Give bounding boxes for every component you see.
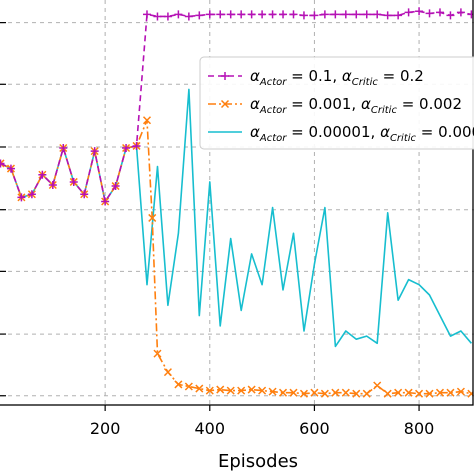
series-1-point-18: [184, 12, 193, 21]
series-2-point-24: [237, 386, 246, 395]
series-1-point-13: [132, 141, 141, 150]
series-2-point-45: [456, 387, 465, 396]
series-2-point-32: [320, 389, 329, 398]
x-tick-label-200: 200: [90, 419, 121, 438]
series-1-point-7: [69, 177, 78, 186]
series-2-point-46: [467, 389, 473, 398]
series-1-point-34: [352, 10, 361, 19]
series-1-point-45: [467, 10, 473, 19]
plot-frame: [0, 0, 474, 406]
series-1-point-40: [415, 7, 424, 16]
x-axis-ticks: 200 400 600 800: [0, 22, 435, 438]
series-1-point-29: [299, 11, 308, 20]
series-1-point-24: [247, 10, 256, 19]
series-1-point-2: [17, 193, 26, 202]
series-2: [0, 116, 473, 398]
x-tick-label-600: 600: [299, 419, 330, 438]
series-1-point-28: [289, 10, 298, 19]
series-2-point-19: [184, 382, 193, 391]
series-1-point-4: [38, 170, 47, 179]
series-1-line: [0, 10, 472, 203]
series-1-point-25: [258, 10, 267, 19]
series-1-point-20: [205, 10, 214, 19]
series-2-point-42: [425, 389, 434, 398]
legend-label-1: αActor = 0.1, αCritic = 0.2: [250, 67, 424, 88]
series-1-point-6: [59, 144, 68, 153]
series-2-point-41: [415, 389, 424, 398]
series-2-point-34: [341, 388, 350, 397]
series-1-point-27: [279, 10, 288, 19]
series-2-point-31: [310, 388, 319, 397]
series-1-point-23: [237, 10, 246, 19]
series-1-point-22: [226, 10, 235, 19]
series-2-point-38: [383, 389, 392, 398]
legend-marker-2: [220, 99, 230, 109]
series-1-point-9: [90, 147, 99, 156]
series-2-point-39: [394, 388, 403, 397]
series-1: [0, 7, 473, 206]
legend-label-2: αActor = 0.001, αCritic = 0.002: [250, 95, 462, 116]
series-1-point-42: [435, 8, 444, 17]
series-2-point-28: [278, 388, 288, 397]
series-2-point-16: [153, 349, 162, 358]
series-2-point-26: [258, 386, 267, 395]
legend-label-3: αActor = 0.00001, αCritic = 0.00001: [250, 123, 474, 144]
plot-area: [0, 7, 473, 398]
series-2-point-21: [205, 386, 214, 395]
series-1-point-31: [320, 10, 329, 19]
series-1-point-43: [446, 11, 455, 20]
series-2-point-20: [195, 384, 204, 393]
series-1-point-26: [268, 10, 277, 19]
series-2-point-37: [373, 381, 382, 390]
series-1-point-21: [216, 10, 225, 19]
series-1-point-14: [142, 10, 151, 19]
series-2-point-25: [247, 385, 256, 394]
series-1-point-10: [101, 197, 110, 206]
series-2-point-18: [174, 380, 183, 389]
series-2-point-44: [446, 388, 455, 397]
series-2-point-22: [216, 385, 225, 394]
series-2-point-33: [331, 388, 340, 397]
series-2-point-35: [352, 389, 361, 398]
legend-box: [199, 56, 474, 150]
series-1-point-17: [174, 10, 183, 19]
series-1-point-15: [153, 12, 162, 21]
series-2-point-30: [299, 389, 308, 398]
legend: αActor = 0.1, αCritic = 0.2 αActor = 0.00…: [199, 56, 474, 150]
series-1-point-30: [310, 11, 319, 20]
series-1-point-8: [80, 190, 89, 199]
x-axis-title: Episodes: [218, 451, 298, 472]
series-1-point-37: [383, 11, 392, 20]
x-tick-label-800: 800: [404, 419, 435, 438]
series-1-point-12: [122, 144, 131, 153]
series-1-point-5: [48, 181, 57, 190]
series-2-point-17: [163, 368, 172, 377]
series-1-point-38: [394, 11, 403, 20]
series-1-point-19: [195, 11, 204, 20]
series-2-point-14: [142, 116, 152, 125]
series-2-point-23: [226, 386, 235, 395]
series-2-point-27: [268, 387, 277, 396]
series-1-point-41: [425, 9, 434, 18]
series-1-point-39: [404, 8, 413, 17]
series-2-line: [0, 119, 472, 395]
series-1-point-36: [373, 10, 382, 19]
series-1-point-16: [163, 12, 172, 21]
x-tick-label-400: 400: [195, 419, 226, 438]
series-1-point-35: [362, 10, 371, 19]
series-2-point-43: [435, 388, 445, 397]
series-1-point-11: [111, 182, 120, 191]
series-1-point-1: [6, 164, 15, 173]
series-1-point-32: [331, 10, 340, 19]
series-1-point-44: [456, 8, 465, 17]
series-2-point-15: [148, 213, 157, 222]
series-1-point-33: [341, 10, 350, 19]
series-2-point-36: [362, 389, 371, 398]
series-1-point-0: [0, 159, 5, 168]
legend-marker-1: [221, 72, 229, 80]
series-2-point-29: [289, 388, 298, 397]
series-2-point-40: [404, 388, 413, 397]
series-1-point-3: [27, 190, 36, 199]
